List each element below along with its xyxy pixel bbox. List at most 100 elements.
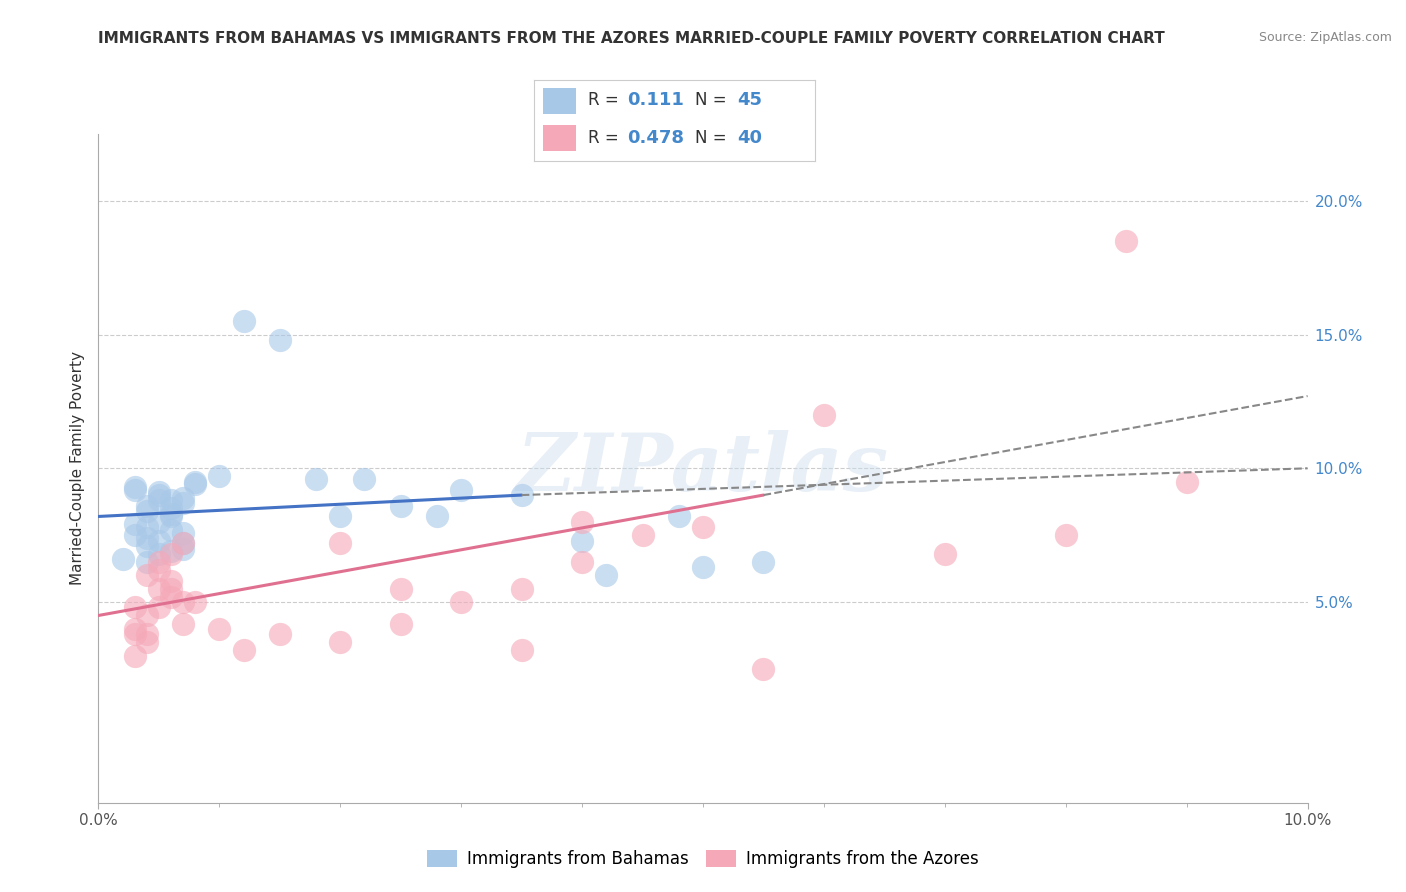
Point (148, 600, 170, 615)
Point (124, 483, 146, 497)
Point (1115, 234, 1137, 248)
Point (208, 469, 231, 483)
Text: R =: R = (588, 129, 624, 147)
Point (148, 555, 170, 569)
Point (752, 555, 775, 569)
Y-axis label: Married-Couple Family Poverty: Married-Couple Family Poverty (69, 351, 84, 585)
Point (172, 541, 194, 556)
Bar (543, 88, 576, 114)
Text: ZIPatlas: ZIPatlas (517, 430, 889, 507)
Text: 0.111: 0.111 (627, 91, 683, 110)
Text: N =: N = (695, 129, 731, 147)
Point (124, 648, 146, 663)
Point (329, 536, 352, 550)
Point (450, 595, 472, 609)
Point (135, 635, 157, 649)
Point (389, 582, 412, 596)
Point (160, 523, 183, 537)
Point (631, 528, 654, 542)
Point (595, 568, 617, 582)
Point (389, 499, 412, 513)
Point (124, 600, 146, 615)
Point (232, 643, 254, 657)
Point (571, 515, 593, 529)
Point (160, 501, 183, 516)
Point (305, 472, 328, 486)
Point (934, 547, 956, 561)
Point (135, 539, 157, 553)
Point (450, 483, 472, 497)
Point (160, 547, 183, 561)
Point (571, 555, 593, 569)
Point (160, 493, 183, 508)
Point (111, 552, 134, 566)
Point (135, 531, 157, 545)
Point (172, 491, 194, 505)
Point (329, 635, 352, 649)
Point (148, 485, 170, 500)
Point (510, 488, 533, 502)
Point (160, 574, 183, 588)
Point (135, 499, 157, 513)
Point (752, 662, 775, 676)
Point (172, 616, 194, 631)
Point (148, 582, 170, 596)
Point (148, 563, 170, 577)
Point (172, 496, 194, 510)
Point (692, 560, 714, 574)
Point (124, 622, 146, 636)
Point (124, 528, 146, 542)
Point (172, 536, 194, 550)
Point (135, 627, 157, 641)
Text: IMMIGRANTS FROM BAHAMAS VS IMMIGRANTS FROM THE AZORES MARRIED-COUPLE FAMILY POVE: IMMIGRANTS FROM BAHAMAS VS IMMIGRANTS FR… (98, 31, 1166, 46)
Point (184, 595, 207, 609)
Point (571, 533, 593, 548)
Legend: Immigrants from Bahamas, Immigrants from the Azores: Immigrants from Bahamas, Immigrants from… (420, 843, 986, 875)
Point (1175, 475, 1198, 489)
Point (160, 590, 183, 604)
Point (510, 582, 533, 596)
Point (124, 480, 146, 494)
Point (184, 477, 207, 491)
Point (172, 525, 194, 540)
Point (148, 493, 170, 508)
Text: 45: 45 (737, 91, 762, 110)
Point (510, 643, 533, 657)
Point (389, 616, 412, 631)
Point (148, 533, 170, 548)
Point (353, 472, 375, 486)
Point (813, 408, 835, 422)
Point (124, 517, 146, 532)
Point (172, 595, 194, 609)
Point (160, 544, 183, 558)
Point (269, 333, 291, 347)
Point (135, 568, 157, 582)
Point (124, 627, 146, 641)
Point (160, 582, 183, 596)
Point (172, 536, 194, 550)
Point (329, 509, 352, 524)
Point (668, 509, 690, 524)
Point (148, 488, 170, 502)
Point (184, 475, 207, 489)
Text: R =: R = (588, 91, 624, 110)
Text: N =: N = (695, 91, 731, 110)
Bar (543, 125, 576, 151)
Point (692, 520, 714, 534)
Point (232, 314, 254, 328)
Point (208, 622, 231, 636)
Point (160, 507, 183, 521)
Point (135, 555, 157, 569)
Text: 40: 40 (737, 129, 762, 147)
Point (269, 627, 291, 641)
Point (1054, 528, 1077, 542)
Text: 0.478: 0.478 (627, 129, 685, 147)
Point (426, 509, 449, 524)
Point (135, 520, 157, 534)
Point (148, 547, 170, 561)
Point (160, 509, 183, 524)
Point (135, 608, 157, 623)
Point (135, 504, 157, 518)
Point (148, 515, 170, 529)
Text: Source: ZipAtlas.com: Source: ZipAtlas.com (1258, 31, 1392, 45)
